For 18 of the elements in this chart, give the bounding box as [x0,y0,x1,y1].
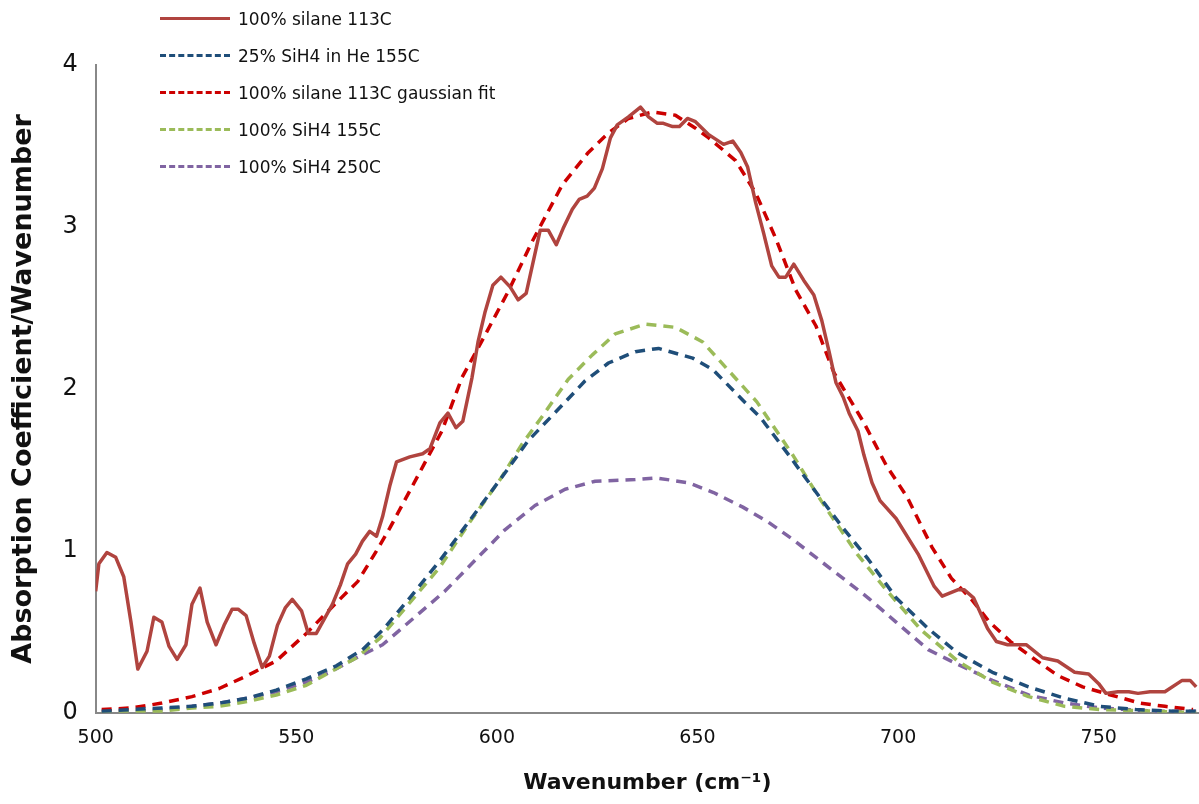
x-tick-label: 650 [679,725,716,748]
legend-label: 25% SiH4 in He 155C [238,45,420,66]
x-tick-label: 500 [77,725,114,748]
legend-label: 100% SiH4 250C [238,156,381,177]
x-tick-label: 550 [278,725,315,748]
legend-label: 100% silane 113C [238,8,392,29]
x-tick-label: 700 [879,725,917,748]
y-tick-label: 3 [62,211,78,240]
y-tick-label: 0 [62,697,78,726]
x-tick-label: 600 [478,725,516,748]
y-tick-label: 4 [62,49,78,78]
y-axis-title: Absorption Coefficient/Wavenumber [6,113,38,664]
y-tick-label: 1 [62,535,78,564]
legend-label: 100% silane 113C gaussian fit [238,82,496,103]
y-tick-label: 2 [62,373,78,402]
x-tick-label: 750 [1080,725,1117,748]
x-axis-title: Wavenumber (cm⁻¹) [523,768,772,794]
legend-label: 100% SiH4 155C [238,119,381,140]
